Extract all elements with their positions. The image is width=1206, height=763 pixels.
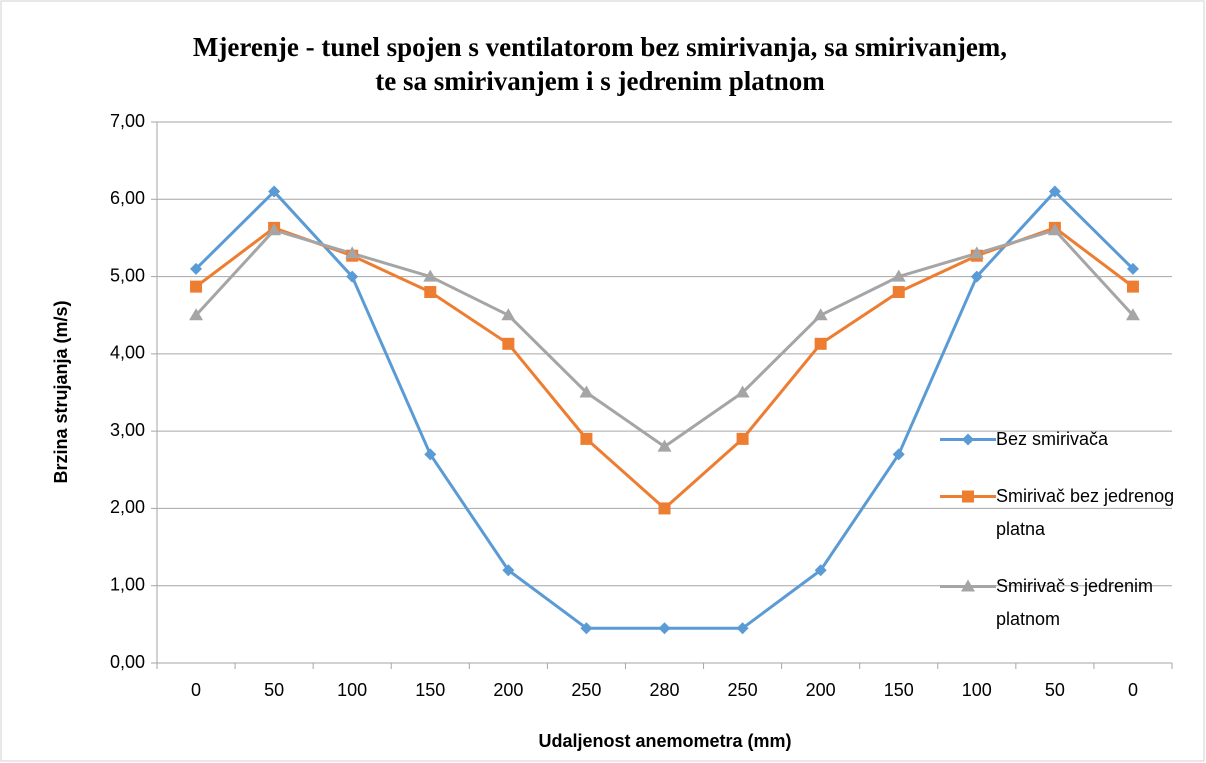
legend-label: Smirivač bez jedrenog platna [996, 486, 1175, 539]
marker [423, 269, 438, 282]
y-tick-label: 2,00 [110, 497, 145, 517]
marker [658, 622, 671, 635]
chart-title: Mjerenje - tunel spojen s ventilatorom b… [192, 32, 1008, 96]
marker [580, 622, 593, 635]
x-tick-label: 100 [337, 680, 367, 700]
legend-label: Smirivač s jedrenim platnom [996, 576, 1154, 629]
x-tick-label: 250 [571, 680, 601, 700]
marker [736, 622, 749, 635]
marker [736, 432, 749, 445]
marker [268, 185, 281, 198]
y-tick-label: 0,00 [110, 652, 145, 672]
marker [657, 439, 672, 452]
legend-icon [940, 490, 996, 503]
y-axis-title: Brzina strujanja (m/s) [51, 300, 71, 483]
marker [892, 286, 905, 299]
marker [189, 308, 204, 321]
y-tick-label: 5,00 [110, 265, 145, 285]
marker [891, 269, 906, 282]
marker [267, 223, 282, 236]
marker [346, 270, 359, 283]
marker [579, 385, 594, 398]
x-tick-label: 250 [728, 680, 758, 700]
marker [190, 280, 203, 293]
legend-icon [940, 579, 996, 592]
marker [970, 270, 983, 283]
marker [424, 286, 437, 299]
marker [962, 490, 974, 503]
marker [190, 262, 203, 275]
x-tick-label: 50 [264, 680, 284, 700]
x-tick-label: 50 [1045, 680, 1065, 700]
marker [813, 308, 828, 321]
legend-item: Smirivač s jedrenim platnom [940, 570, 1186, 636]
legend: Bez smirivača Smirivač bez jedrenog platn… [940, 423, 1186, 636]
marker [424, 448, 437, 461]
legend-label: Bez smirivača [996, 429, 1109, 449]
y-tick-label: 6,00 [110, 188, 145, 208]
y-tick-label: 7,00 [110, 111, 145, 131]
marker [502, 337, 515, 350]
legend-item: Smirivač bez jedrenog platna [940, 480, 1186, 546]
y-tick-label: 4,00 [110, 343, 145, 363]
marker [658, 502, 671, 515]
y-tick-label: 1,00 [110, 574, 145, 594]
x-tick-label: 150 [415, 680, 445, 700]
marker [345, 246, 360, 259]
x-tick-label: 150 [884, 680, 914, 700]
marker [1126, 280, 1139, 293]
marker [962, 433, 974, 446]
marker [961, 579, 975, 592]
legend-item: Bez smirivača [940, 423, 1186, 456]
marker [580, 432, 593, 445]
x-axis-title: Udaljenost anemometra (mm) [538, 731, 791, 751]
marker [969, 246, 984, 259]
legend-icon [940, 433, 996, 446]
y-tick-label: 3,00 [110, 420, 145, 440]
marker [1125, 308, 1140, 321]
x-tick-label: 200 [806, 680, 836, 700]
x-tick-label: 0 [1128, 680, 1138, 700]
marker [502, 564, 515, 577]
x-tick-label: 100 [962, 680, 992, 700]
marker [1126, 262, 1139, 275]
x-tick-label: 280 [649, 680, 679, 700]
x-tick-label: 0 [191, 680, 201, 700]
marker [501, 308, 516, 321]
marker [1048, 185, 1061, 198]
x-tick-label: 200 [493, 680, 523, 700]
marker [814, 337, 827, 350]
marker [1047, 223, 1062, 236]
marker [735, 385, 750, 398]
marker [814, 564, 827, 577]
marker [892, 448, 905, 461]
